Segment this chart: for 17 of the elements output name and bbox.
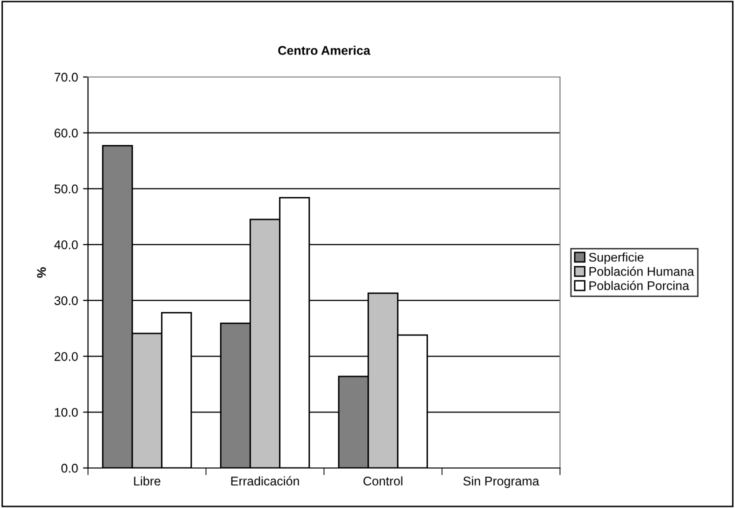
y-tick-label: 50.0 bbox=[54, 184, 78, 194]
y-tick-label: 70.0 bbox=[54, 72, 78, 82]
y-tick-label: 0.0 bbox=[61, 464, 78, 473]
legend-label: Población Porcina bbox=[589, 280, 690, 290]
y-tick-label: 10.0 bbox=[54, 408, 78, 417]
x-tick-label: Libre bbox=[134, 476, 160, 486]
legend-label: Población Humana bbox=[589, 266, 694, 276]
legend-label: Superficie bbox=[589, 252, 644, 264]
y-tick-label: 20.0 bbox=[54, 352, 78, 361]
y-axis-title: % bbox=[37, 267, 46, 278]
y-tick-label: 30.0 bbox=[54, 296, 78, 306]
chart-title: Centro America bbox=[278, 46, 370, 55]
y-tick-label: 40.0 bbox=[54, 240, 78, 250]
x-tick-label: Control bbox=[363, 476, 402, 486]
y-tick-label: 60.0 bbox=[54, 128, 78, 138]
x-tick-label: Erradicación bbox=[231, 476, 299, 486]
x-tick-label: Sin Programa bbox=[463, 476, 540, 488]
